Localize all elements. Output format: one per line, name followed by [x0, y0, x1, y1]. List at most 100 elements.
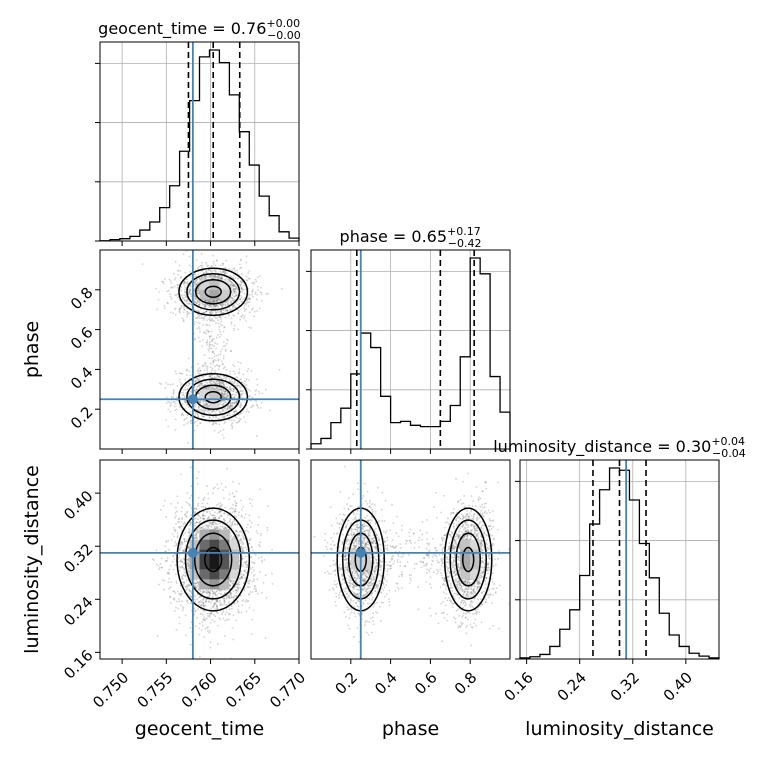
scatter-point	[260, 591, 263, 594]
scatter-point	[201, 266, 204, 269]
scatter-point	[211, 410, 214, 413]
scatter-point	[225, 386, 228, 389]
scatter-point	[211, 387, 214, 390]
scatter-point	[229, 373, 231, 375]
scatter-point	[231, 524, 234, 526]
scatter-point	[186, 587, 189, 589]
scatter-point	[209, 275, 211, 278]
scatter-point	[218, 590, 221, 592]
scatter-point	[213, 527, 216, 530]
scatter-point	[249, 526, 252, 529]
scatter-point	[252, 575, 255, 577]
scatter-point	[193, 594, 196, 597]
scatter-point	[213, 300, 216, 303]
scatter-point	[243, 587, 246, 590]
scatter-point	[202, 404, 205, 407]
scatter-point	[235, 302, 237, 304]
scatter-point	[180, 306, 183, 308]
scatter-point	[233, 291, 235, 294]
scatter-point	[181, 577, 184, 579]
scatter-point	[246, 301, 249, 304]
scatter-point	[221, 262, 224, 265]
scatter-point	[187, 384, 190, 387]
scatter-point	[250, 571, 253, 574]
scatter-point	[215, 305, 217, 307]
scatter-point	[202, 303, 205, 306]
scatter-point	[226, 467, 229, 470]
scatter-point	[203, 619, 206, 622]
scatter-point	[183, 299, 186, 302]
scatter-point	[222, 415, 225, 418]
scatter-point	[251, 561, 253, 564]
scatter-point	[201, 599, 204, 602]
scatter-point	[193, 518, 196, 521]
scatter-point	[205, 403, 208, 406]
scatter-point	[224, 390, 227, 393]
scatter-point	[237, 608, 239, 611]
scatter-point	[212, 275, 215, 278]
scatter-point	[205, 310, 208, 313]
scatter-point	[202, 602, 205, 605]
scatter-point	[182, 606, 184, 608]
scatter-point	[196, 377, 198, 379]
scatter-point	[224, 396, 227, 399]
scatter-point	[173, 405, 176, 408]
scatter-point	[200, 276, 203, 279]
scatter-point	[169, 293, 171, 296]
scatter-point	[186, 315, 189, 318]
scatter-point	[213, 429, 216, 432]
scatter-point	[180, 382, 183, 385]
scatter-point	[256, 403, 258, 406]
scatter-point	[211, 319, 214, 322]
scatter-point	[217, 275, 220, 278]
scatter-point	[215, 259, 218, 262]
scatter-point	[222, 400, 225, 403]
scatter-point	[167, 383, 169, 386]
scatter-point	[190, 303, 193, 306]
scatter-point	[174, 402, 177, 405]
scatter-point	[169, 311, 172, 314]
scatter-point	[218, 506, 221, 509]
scatter-point	[205, 387, 207, 390]
scatter-point	[209, 521, 212, 524]
scatter-point	[239, 499, 242, 502]
scatter-point	[181, 560, 184, 563]
scatter-point	[217, 503, 220, 505]
scatter-point	[221, 434, 224, 436]
scatter-point	[188, 503, 191, 506]
scatter-point	[227, 514, 229, 517]
scatter-point	[233, 329, 235, 332]
scatter-point	[188, 357, 190, 360]
scatter-point	[210, 369, 213, 372]
scatter-point	[222, 367, 225, 370]
contour-line	[204, 285, 222, 299]
scatter-point	[215, 299, 218, 302]
scatter-point	[229, 283, 232, 285]
scatter-point	[174, 428, 177, 431]
scatter-point	[169, 295, 172, 298]
scatter-point	[200, 264, 202, 267]
scatter-point	[175, 515, 177, 517]
scatter-point	[236, 602, 239, 604]
scatter-point	[197, 408, 200, 411]
scatter-point	[243, 309, 246, 312]
scatter-point	[196, 385, 199, 388]
scatter-point	[182, 563, 185, 565]
scatter-point	[210, 380, 213, 383]
scatter-point	[215, 347, 218, 350]
scatter-point	[190, 579, 193, 582]
scatter-point	[182, 391, 185, 394]
scatter-point	[189, 289, 192, 291]
scatter-point	[211, 277, 214, 280]
scatter-point	[187, 546, 190, 549]
scatter-point	[200, 612, 203, 615]
scatter-point	[197, 496, 200, 499]
scatter-point	[247, 297, 250, 299]
scatter-point	[219, 315, 222, 318]
scatter-point	[231, 596, 233, 599]
scatter-point	[204, 362, 207, 365]
scatter-point	[205, 592, 208, 595]
scatter-point	[241, 599, 244, 602]
scatter-point	[187, 531, 190, 534]
scatter-point	[266, 526, 269, 529]
